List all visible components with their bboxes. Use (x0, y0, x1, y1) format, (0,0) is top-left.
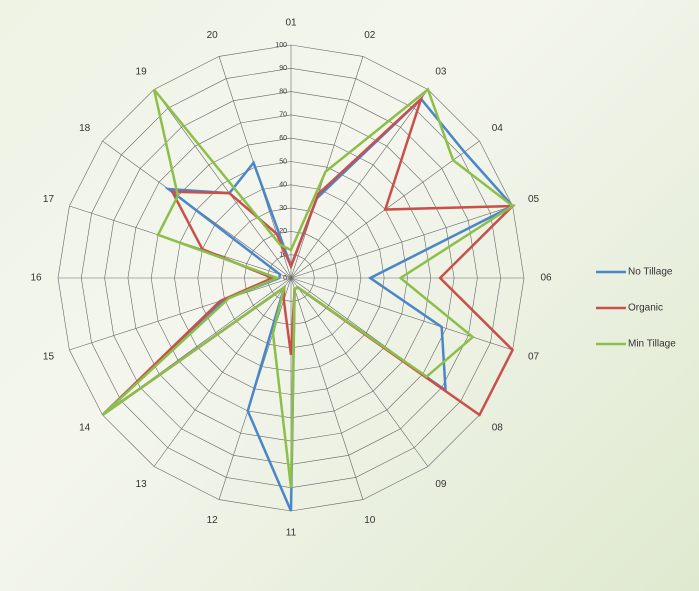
spoke (290, 89, 429, 279)
spoke (69, 277, 292, 351)
spoke (290, 56, 364, 279)
series-line (101, 97, 515, 512)
category-label: 19 (136, 66, 148, 77)
spoke (153, 277, 292, 467)
legend-label: Min Tillage (628, 339, 676, 350)
spoke (290, 277, 513, 351)
tick-label: 40 (279, 182, 287, 189)
series-line (101, 94, 516, 417)
category-label: 01 (285, 18, 297, 29)
category-label: 06 (540, 273, 552, 284)
tick-label: 10 (279, 252, 287, 259)
spoke (290, 277, 364, 500)
category-label: 07 (528, 351, 540, 362)
category-label: 08 (492, 423, 504, 434)
tick-label: 80 (279, 88, 287, 95)
tick-label: 30 (279, 205, 287, 212)
tick-label: 0 (283, 275, 287, 282)
spoke (290, 205, 513, 279)
tick-label: 70 (279, 112, 287, 119)
tick-label: 100 (275, 42, 287, 49)
category-label: 12 (207, 515, 219, 526)
legend-label: No Tillage (628, 267, 673, 278)
category-label: 17 (43, 194, 55, 205)
category-label: 05 (528, 194, 540, 205)
legend-label: Organic (628, 303, 663, 314)
category-label: 13 (136, 479, 148, 490)
tick-label: 90 (279, 65, 287, 72)
category-label: 04 (492, 123, 504, 134)
category-label: 03 (435, 66, 447, 77)
category-label: 14 (79, 423, 91, 434)
spoke (153, 89, 292, 279)
category-label: 02 (364, 30, 376, 41)
category-label: 15 (43, 351, 55, 362)
series-line (101, 87, 515, 488)
category-label: 09 (435, 479, 447, 490)
tick-label: 50 (279, 158, 287, 165)
spoke (290, 277, 429, 467)
category-label: 16 (30, 273, 42, 284)
category-label: 11 (286, 528, 297, 539)
category-label: 18 (79, 123, 91, 134)
category-label: 20 (207, 30, 219, 41)
category-label: 10 (364, 515, 376, 526)
tick-label: 60 (279, 135, 287, 142)
tick-label: 20 (279, 228, 287, 235)
